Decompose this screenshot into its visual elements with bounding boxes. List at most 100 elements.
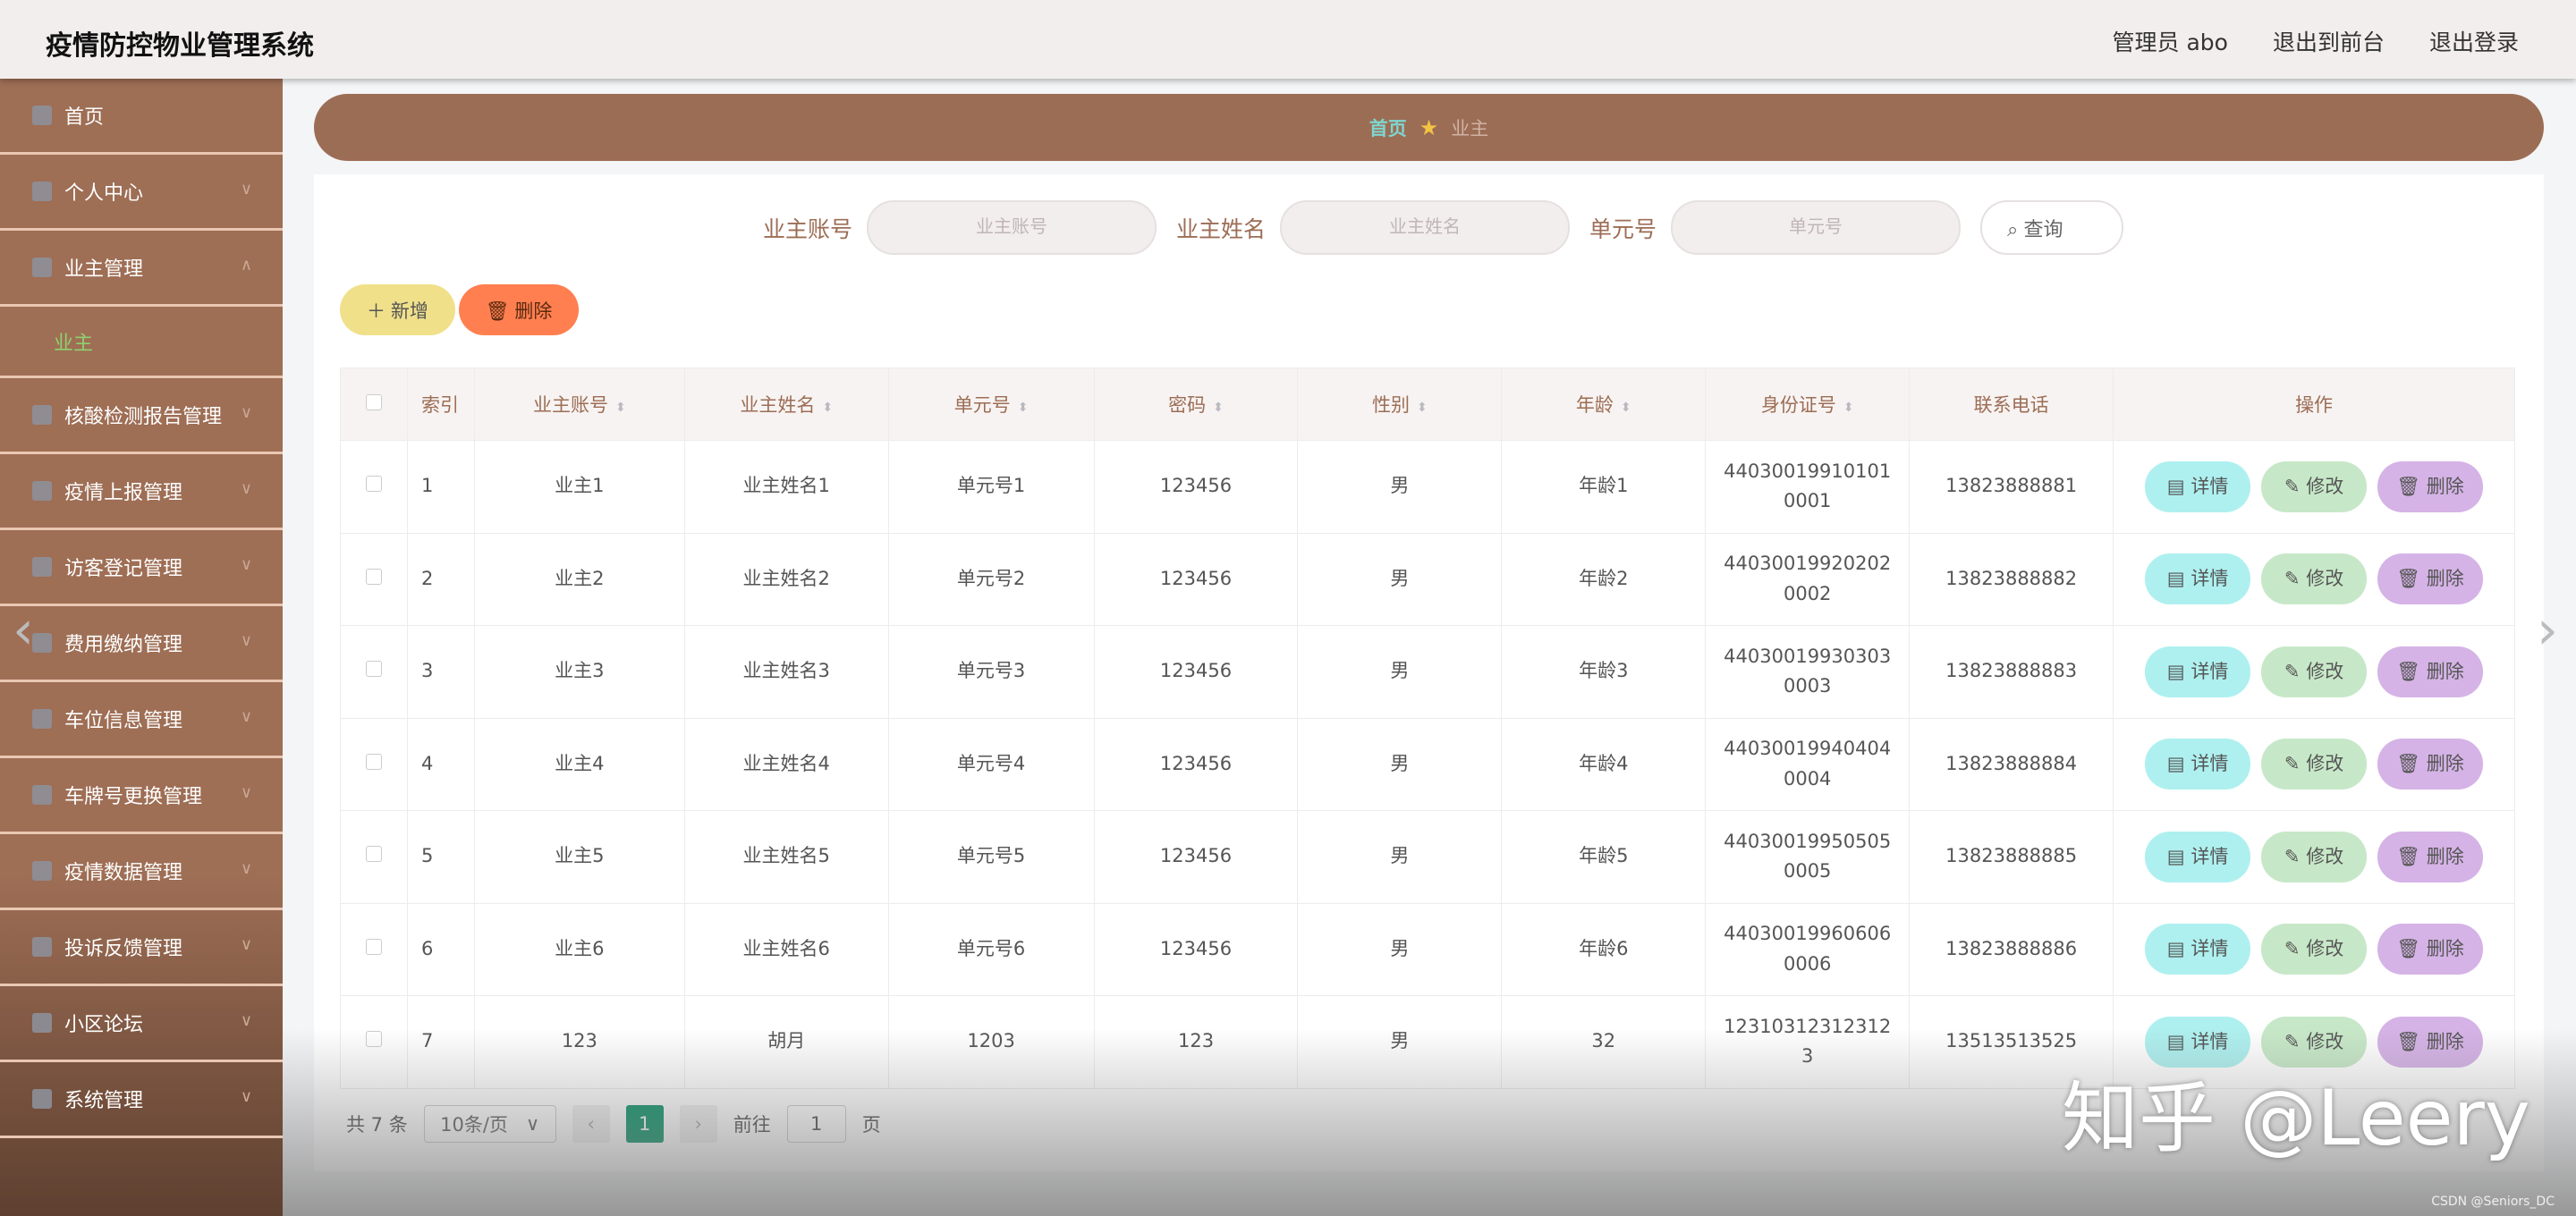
prev-page-button[interactable]: ‹ <box>572 1105 610 1143</box>
edit-button[interactable]: ✎ 修改 <box>2261 553 2368 605</box>
table-cell: 业主5 <box>473 810 685 904</box>
breadcrumb-current: 业主 <box>1451 117 1489 139</box>
edit-button[interactable]: ✎ 修改 <box>2261 460 2368 512</box>
edit-button[interactable]: ✎ 修改 <box>2261 739 2368 790</box>
sidebar-item[interactable]: 费用缴纳管理 ∨ <box>0 606 283 682</box>
row-actions: ▤ 详情 ✎ 修改 🗑 删除 <box>2113 902 2515 996</box>
delete-button[interactable]: 🗑 删除 <box>2377 924 2484 975</box>
table-cell: 123456 <box>1093 440 1299 534</box>
table-cell: 440300199505050005 <box>1705 810 1911 904</box>
edit-button[interactable]: ✎ 修改 <box>2261 924 2368 975</box>
sidebar-item[interactable]: 疫情数据管理 ∨ <box>0 834 283 910</box>
row-actions: ▤ 详情 ✎ 修改 🗑 删除 <box>2113 440 2515 534</box>
logout-link[interactable]: 退出登录 <box>2428 30 2519 55</box>
unit-input[interactable] <box>1671 200 1962 255</box>
query-button[interactable]: ⌕ 查询 <box>1980 200 2124 255</box>
account-input[interactable] <box>867 200 1157 255</box>
delete-button[interactable]: 🗑 删除 <box>2377 553 2484 605</box>
row-checkbox[interactable] <box>340 532 408 626</box>
delete-button[interactable]: 🗑 删除 <box>2377 831 2484 882</box>
sidebar-item[interactable]: 小区论坛 ∨ <box>0 986 283 1062</box>
account-label: 业主账号 <box>763 215 853 242</box>
column-header[interactable]: 密码 ⬍ <box>1093 367 1299 441</box>
sidebar-item[interactable]: 访客登记管理 ∨ <box>0 530 283 606</box>
user-icon <box>32 182 52 201</box>
column-header[interactable]: 单元号 ⬍ <box>887 367 1095 441</box>
batch-delete-button[interactable]: 🗑 删除 <box>458 284 580 335</box>
sort-icon[interactable]: ⬍ <box>1620 401 1631 415</box>
table-cell: 业主1 <box>473 440 685 534</box>
chat-icon <box>32 405 52 425</box>
delete-button[interactable]: 🗑 删除 <box>2377 460 2484 512</box>
sidebar-item[interactable]: 个人中心 ∨ <box>0 155 283 231</box>
table-cell: 7 <box>406 995 475 1089</box>
row-checkbox[interactable] <box>340 717 408 811</box>
table-cell: 男 <box>1297 717 1503 811</box>
table-cell: 年龄1 <box>1501 440 1707 534</box>
sort-icon[interactable]: ⬍ <box>1843 401 1854 415</box>
name-input[interactable] <box>1280 200 1571 255</box>
table-cell: 单元号5 <box>887 810 1095 904</box>
next-page-button[interactable]: › <box>679 1105 717 1143</box>
chevron-down-icon: ∨ <box>240 783 252 802</box>
sidebar-item[interactable]: 系统管理 ∨ <box>0 1062 283 1138</box>
breadcrumb: 首页 ★ 业主 <box>314 94 2544 161</box>
table-cell: 123103123123123 <box>1705 995 1911 1089</box>
sidebar-item[interactable]: 业主管理 ∧ <box>0 231 283 307</box>
add-button[interactable]: ＋ 新增 <box>340 284 455 335</box>
row-checkbox[interactable] <box>340 625 408 719</box>
detail-button[interactable]: ▤ 详情 <box>2145 739 2251 790</box>
row-checkbox[interactable] <box>340 810 408 904</box>
goto-page-input[interactable]: 1 <box>786 1105 846 1143</box>
edit-button[interactable]: ✎ 修改 <box>2261 831 2368 882</box>
column-header[interactable]: 业主账号 ⬍ <box>473 367 685 441</box>
table-cell: 440300199101010001 <box>1705 440 1911 534</box>
detail-button[interactable]: ▤ 详情 <box>2145 646 2251 697</box>
table-cell: 年龄2 <box>1501 532 1707 626</box>
table-cell: 年龄6 <box>1501 902 1707 996</box>
sidebar-item[interactable]: 车位信息管理 ∨ <box>0 682 283 758</box>
page-size-select[interactable]: 10条/页 ∨ <box>423 1105 556 1143</box>
row-checkbox[interactable] <box>340 440 408 534</box>
delete-button[interactable]: 🗑 删除 <box>2377 739 2484 790</box>
sidebar-item[interactable]: 首页 <box>0 79 283 155</box>
sort-icon[interactable]: ⬍ <box>1417 401 1428 415</box>
table-cell: 123 <box>1093 995 1299 1089</box>
table-cell: 男 <box>1297 995 1503 1089</box>
sort-icon[interactable]: ⬍ <box>1017 401 1029 415</box>
detail-button[interactable]: ▤ 详情 <box>2145 831 2251 882</box>
column-header[interactable]: 身份证号 ⬍ <box>1705 367 1911 441</box>
sidebar-item[interactable]: 疫情上报管理 ∨ <box>0 454 283 530</box>
sidebar-item-label: 车牌号更换管理 <box>64 786 203 808</box>
detail-button[interactable]: ▤ 详情 <box>2145 924 2251 975</box>
carousel-next-icon[interactable]: › <box>2537 599 2558 662</box>
row-checkbox[interactable] <box>340 902 408 996</box>
sort-icon[interactable]: ⬍ <box>614 401 626 415</box>
column-header[interactable]: 性别 ⬍ <box>1297 367 1503 441</box>
table-cell: 业主2 <box>473 532 685 626</box>
sidebar-item[interactable]: 投诉反馈管理 ∨ <box>0 910 283 986</box>
sidebar-item-label: 费用缴纳管理 <box>64 634 183 656</box>
column-header[interactable]: 年龄 ⬍ <box>1501 367 1707 441</box>
table-cell: 业主姓名1 <box>683 440 889 534</box>
sidebar-item[interactable]: 核酸检测报告管理 ∨ <box>0 378 283 454</box>
row-checkbox[interactable] <box>340 995 408 1089</box>
sort-icon[interactable]: ⬍ <box>1213 401 1224 415</box>
delete-button[interactable]: 🗑 删除 <box>2377 646 2484 697</box>
select-all-checkbox[interactable] <box>340 367 408 441</box>
sidebar-item-label: 首页 <box>64 106 105 129</box>
chevron-down-icon: ∨ <box>240 1087 252 1106</box>
column-header[interactable]: 业主姓名 ⬍ <box>683 367 889 441</box>
edit-button[interactable]: ✎ 修改 <box>2261 646 2368 697</box>
sidebar-item[interactable]: 车牌号更换管理 ∨ <box>0 758 283 834</box>
breadcrumb-home[interactable]: 首页 <box>1368 117 1407 139</box>
detail-button[interactable]: ▤ 详情 <box>2145 553 2251 605</box>
sidebar-subitem-owner[interactable]: 业主 <box>0 307 283 378</box>
csdn-watermark: CSDN @Seniors_DC <box>2431 1195 2555 1209</box>
page-1-button[interactable]: 1 <box>625 1105 664 1143</box>
sort-icon[interactable]: ⬍ <box>822 401 834 415</box>
to-front-link[interactable]: 退出到前台 <box>2272 30 2385 55</box>
table-cell: 4 <box>406 717 475 811</box>
detail-button[interactable]: ▤ 详情 <box>2145 460 2251 512</box>
carousel-prev-icon[interactable]: ‹ <box>13 599 34 662</box>
